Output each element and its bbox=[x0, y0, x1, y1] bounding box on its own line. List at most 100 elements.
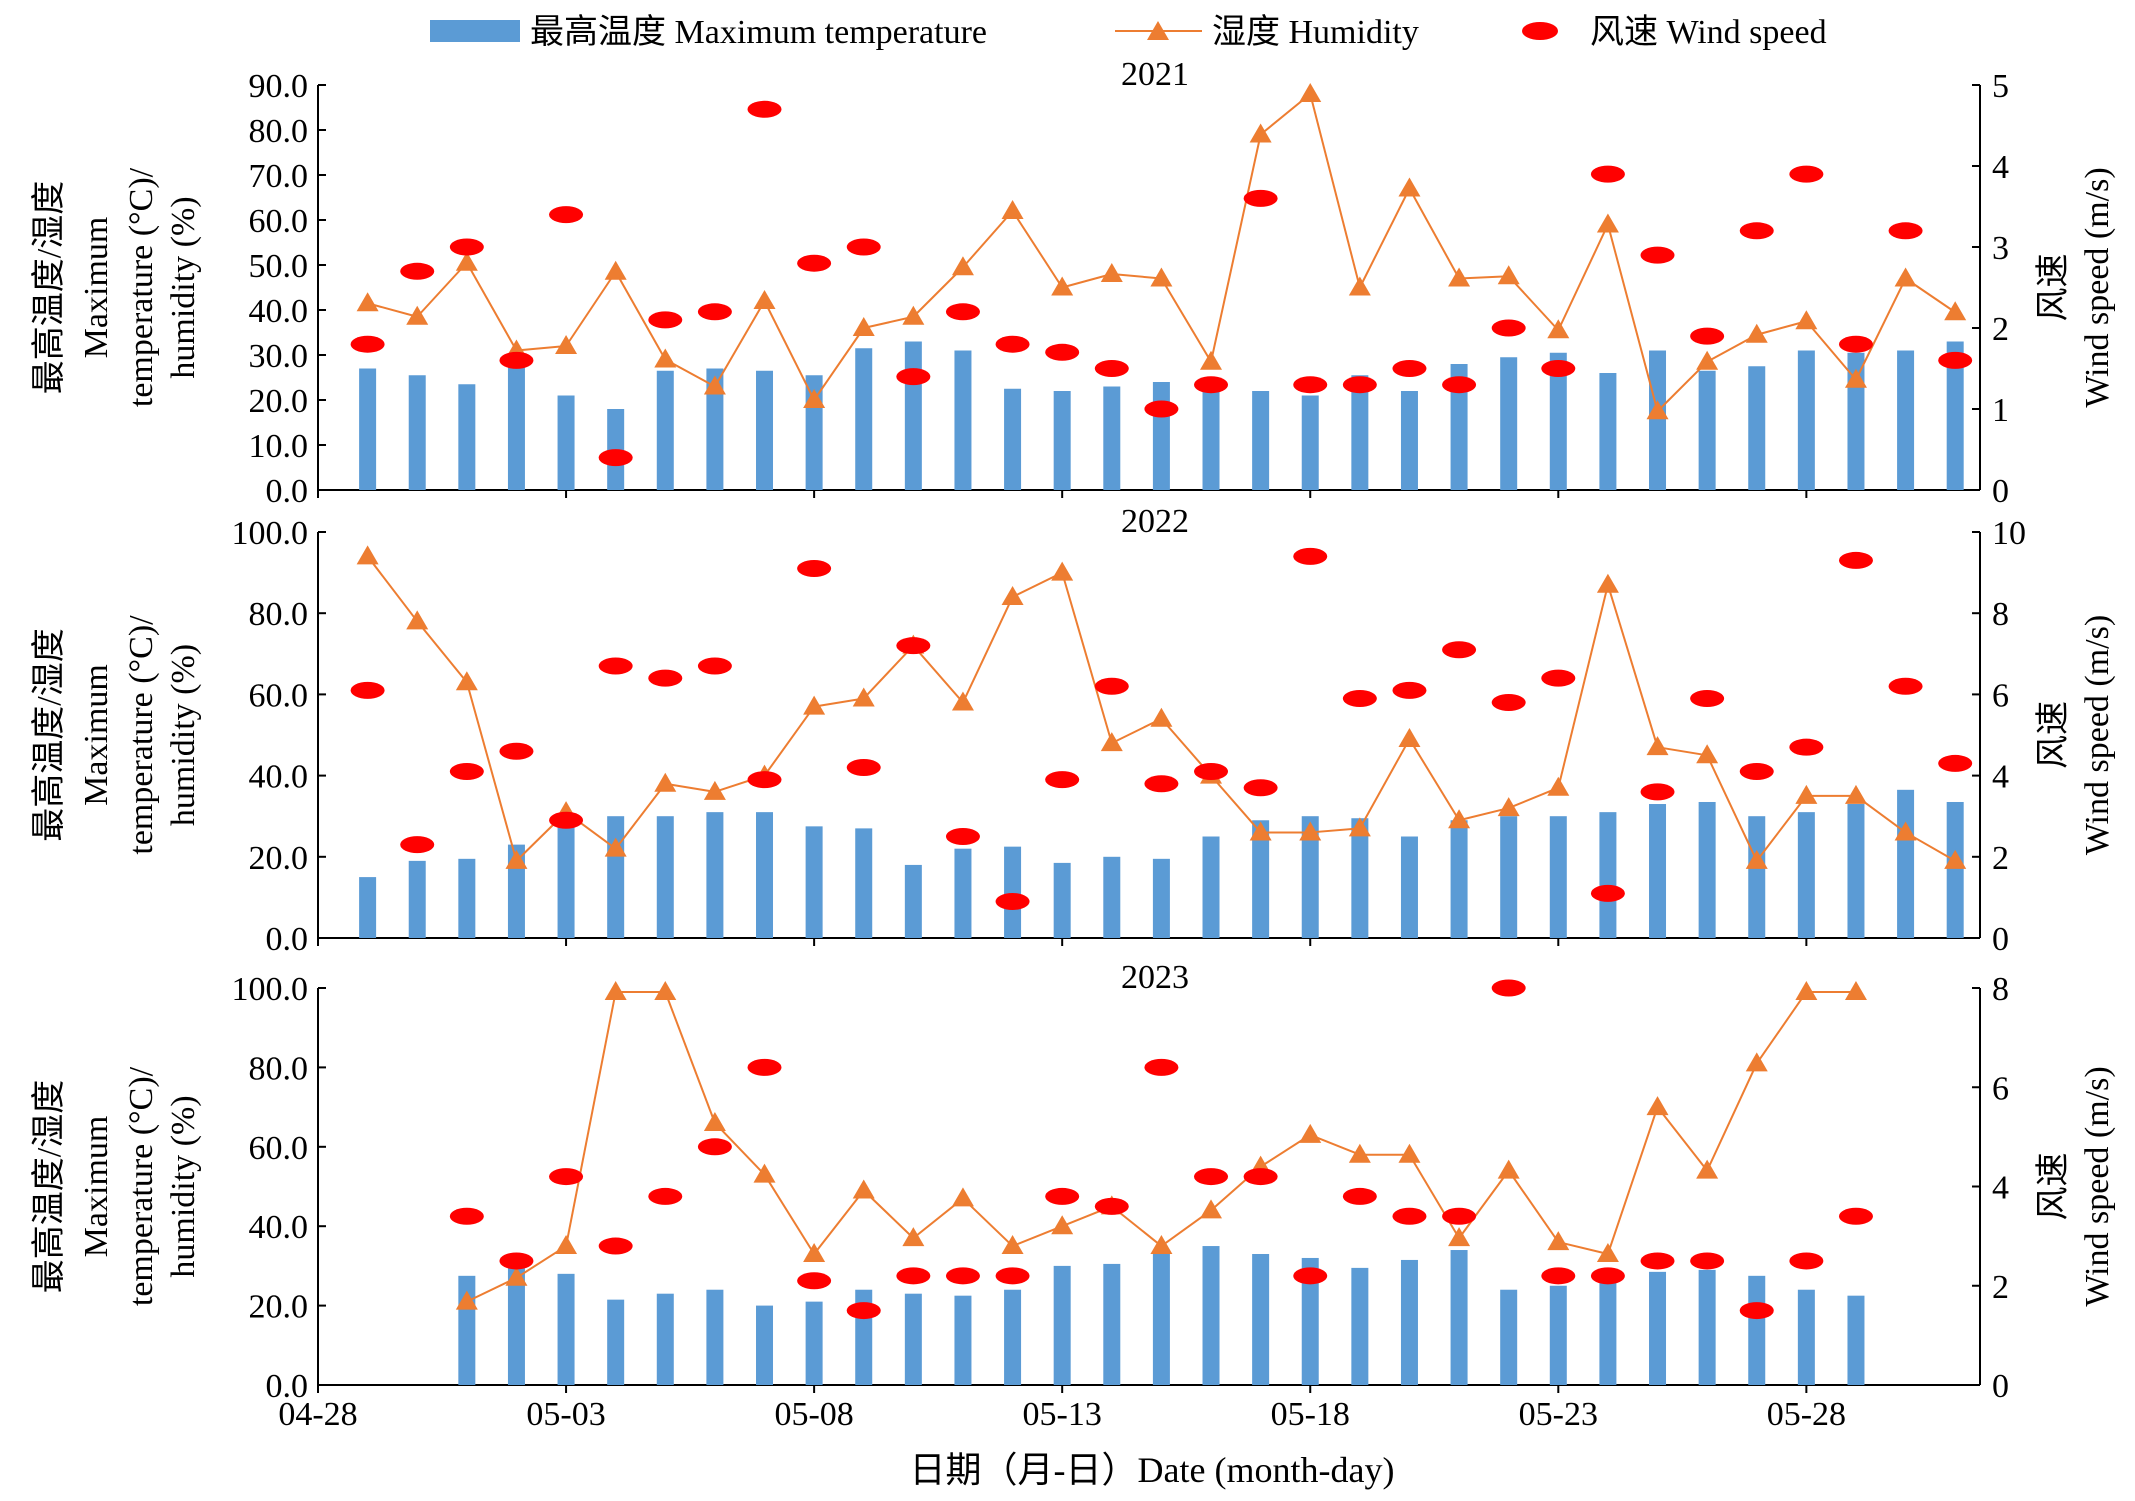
humidity-line-segment bbox=[1805, 320, 1857, 381]
humidity-line-segment bbox=[665, 782, 716, 793]
humidity-line-segment bbox=[863, 315, 914, 329]
temperature-bar bbox=[756, 370, 774, 490]
wind-point bbox=[1888, 222, 1923, 240]
legend-marker-humidity bbox=[1147, 21, 1169, 40]
humidity-line-segment bbox=[763, 705, 815, 777]
temperature-bar bbox=[1202, 836, 1220, 938]
left-tick-label: 70.0 bbox=[249, 158, 309, 195]
left-tick-label: 60.0 bbox=[249, 677, 309, 714]
temperature-bar bbox=[1847, 804, 1865, 938]
temperature-bar bbox=[408, 375, 426, 490]
wind-point bbox=[598, 449, 633, 467]
wind-point bbox=[747, 771, 782, 789]
humidity-line-segment bbox=[1011, 210, 1064, 289]
humidity-point bbox=[654, 348, 677, 368]
wind-point bbox=[995, 335, 1030, 353]
temperature-bar bbox=[904, 1293, 922, 1385]
panel-2021: 0.0 10.0 20.0 30.0 40.0 50.0 60.0 70.0 80.0 90.0 0… bbox=[30, 56, 2116, 510]
temperature-bar bbox=[1500, 357, 1518, 490]
x-tick-label: 05-08 bbox=[774, 1396, 853, 1433]
humidity-point bbox=[1448, 267, 1471, 287]
temperature-bar bbox=[1797, 1289, 1815, 1385]
humidity-point bbox=[455, 251, 478, 271]
temperature-bar bbox=[359, 368, 377, 490]
humidity-line-segment bbox=[1458, 1170, 1510, 1239]
humidity-point bbox=[604, 837, 627, 857]
left-tick-label: 100.0 bbox=[232, 971, 309, 1008]
temperature-bar bbox=[1152, 1253, 1170, 1385]
x-axis-title: 日期（月-日）Date (month-day) bbox=[910, 1450, 1395, 1490]
humidity-line-segment bbox=[1061, 273, 1113, 289]
temperature-bar bbox=[706, 812, 724, 938]
wind-point bbox=[1293, 547, 1328, 565]
humidity-line-segment bbox=[1210, 134, 1262, 362]
x-tick-label: 05-03 bbox=[526, 1396, 605, 1433]
temperature-bar bbox=[805, 826, 823, 938]
humidity-line-segment bbox=[1408, 1154, 1460, 1239]
right-tick-label: 5 bbox=[1992, 68, 2009, 105]
temperature-bar bbox=[458, 858, 476, 938]
wind-point bbox=[1541, 360, 1576, 377]
humidity-point bbox=[505, 1266, 528, 1286]
humidity-line-segment bbox=[565, 991, 617, 1247]
temperature-bar bbox=[1897, 350, 1915, 490]
right-axis-title-line: Wind speed (m/s) bbox=[2079, 615, 2116, 855]
wind-point bbox=[1541, 669, 1576, 687]
wind-point bbox=[846, 238, 881, 256]
panel-2022: 0.0 20.0 40.0 60.0 80.0 100.0 0 2 4 6 8 10 2022 最高温度/… bbox=[30, 503, 2116, 958]
left-tick-label: 40.0 bbox=[249, 759, 309, 796]
humidity-point bbox=[1795, 980, 1818, 1000]
temperature-bar bbox=[1946, 341, 1964, 490]
wind-point bbox=[1342, 376, 1377, 394]
humidity-point bbox=[1646, 736, 1669, 756]
panel-2023: 0.0 20.0 40.0 60.0 80.0 100.0 0 2 4 6 8 2023 最高温度/湿度… bbox=[30, 959, 2116, 1405]
wind-point bbox=[896, 368, 931, 386]
humidity-line-segment bbox=[763, 1174, 815, 1255]
humidity-point bbox=[1150, 1235, 1173, 1255]
humidity-point bbox=[1795, 310, 1818, 330]
wind-point bbox=[1045, 771, 1080, 789]
temperature-bar bbox=[359, 877, 377, 938]
wind-point bbox=[598, 1237, 633, 1255]
left-tick-label: 40.0 bbox=[249, 1209, 309, 1246]
wind-point bbox=[1838, 551, 1873, 569]
right-tick-label: 4 bbox=[1992, 759, 2009, 796]
wind-point bbox=[1442, 376, 1477, 394]
temperature-bar bbox=[904, 341, 922, 490]
temperature-bar bbox=[1400, 1259, 1418, 1385]
humidity-point bbox=[455, 671, 478, 691]
humidity-point bbox=[1150, 267, 1173, 287]
humidity-point bbox=[803, 1242, 826, 1262]
humidity-line-segment bbox=[1210, 774, 1262, 834]
humidity-line-segment bbox=[1507, 1170, 1560, 1243]
temperature-bar bbox=[1549, 352, 1567, 490]
humidity-point bbox=[1944, 301, 1967, 321]
wind-point bbox=[896, 1267, 931, 1285]
humidity-point bbox=[1596, 1242, 1619, 1262]
temperature-bar bbox=[1748, 1275, 1766, 1385]
wind-point bbox=[1144, 775, 1179, 793]
humidity-point bbox=[1448, 809, 1471, 829]
temperature-bar bbox=[1649, 1271, 1667, 1385]
temperature-bar bbox=[1301, 816, 1319, 938]
wind-point bbox=[1194, 1168, 1229, 1186]
humidity-point bbox=[1844, 980, 1867, 1000]
temperature-bar bbox=[1351, 1267, 1369, 1385]
wind-point bbox=[1590, 884, 1625, 902]
humidity-point bbox=[555, 1235, 578, 1255]
wind-point bbox=[747, 100, 782, 118]
wind-point bbox=[1094, 1197, 1129, 1215]
temperature-bar bbox=[1252, 820, 1270, 938]
left-axis-title-line: temperature (°C)/ bbox=[123, 167, 160, 407]
wind-point bbox=[1838, 335, 1873, 353]
temperature-bar bbox=[1698, 370, 1716, 490]
left-tick-label: 60.0 bbox=[249, 203, 309, 240]
wind-point bbox=[747, 1058, 782, 1076]
humidity-line-segment bbox=[1458, 807, 1509, 822]
temperature-bar bbox=[1400, 391, 1418, 490]
wind-point bbox=[797, 1272, 832, 1290]
temperature-bar bbox=[1649, 804, 1667, 938]
humidity-point bbox=[1646, 1096, 1669, 1116]
left-tick-label: 60.0 bbox=[249, 1130, 309, 1167]
temperature-bar bbox=[1500, 1289, 1518, 1385]
